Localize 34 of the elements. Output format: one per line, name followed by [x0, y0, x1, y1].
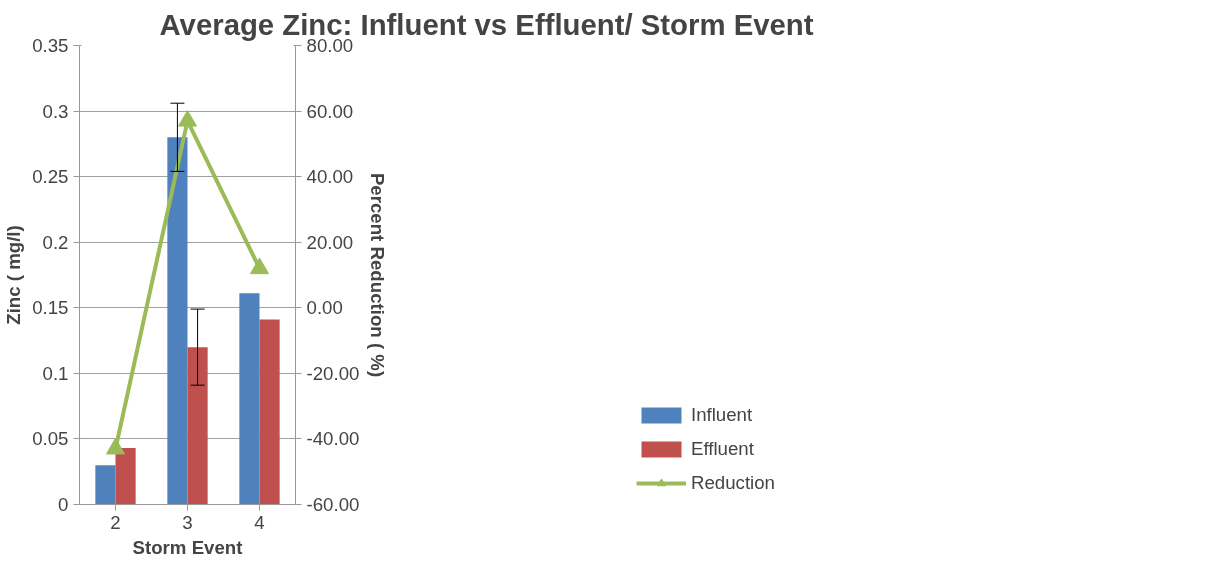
legend-label: Effluent: [690, 438, 754, 460]
x-tick-label: 4: [254, 511, 265, 533]
bar: [115, 448, 136, 505]
bar: [259, 319, 280, 505]
y2-axis-title: Percent Reduction ( %): [367, 172, 389, 378]
point: [106, 437, 125, 455]
y-tick-label: 0.15: [32, 297, 69, 319]
y2-tick-label: 40.00: [306, 166, 354, 188]
y2-tick-label: 80.00: [306, 35, 354, 56]
bar: [239, 293, 260, 505]
y-axis-title: Zinc ( mg/l): [3, 225, 25, 325]
x-axis-title: Storm Event: [132, 536, 243, 558]
y-tick-label: 0.3: [42, 100, 69, 122]
bar: [167, 137, 188, 505]
y-tick-label: 0: [58, 494, 69, 515]
y-tick-label: 0.1: [42, 362, 69, 384]
y-tick-label: 0.2: [42, 231, 69, 253]
y2-tick-label: -20.00: [306, 362, 360, 384]
y2-tick-label: -60.00: [306, 494, 360, 515]
y-tick-label: 0.05: [32, 428, 69, 450]
y-tick-label: 0.35: [32, 35, 69, 56]
point: [178, 110, 197, 127]
point: [250, 257, 269, 275]
bar: [187, 347, 208, 505]
x-tick-label: 3: [182, 511, 193, 533]
x-tick-label: 2: [110, 511, 121, 533]
bar: [95, 465, 116, 505]
legend-label: Influent: [690, 404, 753, 426]
y-tick-label: 0.25: [32, 166, 69, 188]
y2-tick-label: 60.00: [306, 100, 354, 122]
legend-label: Reduction: [690, 472, 775, 494]
y2-tick-label: 0.00: [306, 297, 343, 319]
y2-tick-label: -40.00: [306, 428, 360, 450]
y2-tick-label: 20.00: [306, 231, 354, 253]
